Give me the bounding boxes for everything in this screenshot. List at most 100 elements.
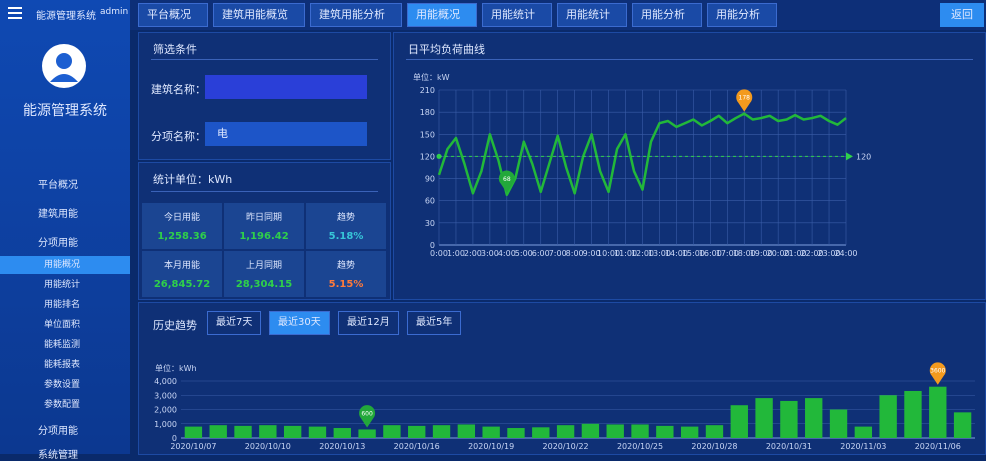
stat-cell: 本月用能 26,845.72	[142, 251, 222, 297]
range-button[interactable]: 最近12月	[338, 311, 399, 335]
bar	[457, 424, 476, 438]
x-tick-label: 2020/10/13	[319, 442, 365, 451]
stat-value: 1,196.42	[239, 231, 289, 242]
submenu-item[interactable]: 能耗报表	[44, 360, 81, 370]
x-tick-label: 6:00	[532, 249, 550, 258]
y-tick-label: 4,000	[154, 377, 177, 386]
range-button[interactable]: 最近5年	[407, 311, 462, 335]
x-tick-label: 1:00	[447, 249, 465, 258]
bar	[705, 425, 724, 438]
bar	[383, 425, 401, 438]
tab[interactable]: 用能统计	[482, 3, 552, 27]
submenu-item[interactable]: 用能统计	[44, 280, 81, 290]
stat-label: 趋势	[336, 213, 355, 223]
stat-value: 5.15%	[328, 279, 364, 290]
stat-label: 上月同期	[245, 261, 282, 271]
submenu-item[interactable]: 参数设置	[44, 380, 81, 390]
x-tick-label: 2020/10/25	[617, 442, 663, 451]
bar	[829, 409, 848, 438]
x-tick-label: 7:00	[549, 249, 567, 258]
y-tick-label: 0	[172, 434, 177, 443]
min-marker	[498, 170, 515, 193]
x-tick-label: 14:00	[665, 249, 688, 258]
bar	[358, 429, 376, 438]
panel-title: 筛选条件	[153, 43, 197, 56]
stat-label: 今日用能	[163, 213, 200, 223]
bar	[333, 428, 351, 438]
range-button[interactable]: 最近7天	[207, 311, 262, 335]
bar	[556, 425, 575, 438]
tab[interactable]: 用能分析	[632, 3, 702, 27]
menu-item[interactable]: 平台概况	[38, 180, 78, 191]
tab[interactable]: 用能概况	[407, 3, 477, 27]
x-tick-label: 2020/10/19	[468, 442, 514, 451]
stat-value: 1,258.36	[157, 231, 207, 242]
tab[interactable]: 用能统计	[557, 3, 627, 27]
min-marker-label: 68	[503, 176, 511, 183]
x-tick-label: 18:00	[733, 249, 756, 258]
stat-value: 28,304.15	[235, 279, 293, 290]
menu-item[interactable]: 分项用能	[38, 426, 78, 437]
x-tick-label: 19:00	[750, 249, 773, 258]
x-tick-label: 20:00	[767, 249, 790, 258]
stat-value: 5.18%	[328, 231, 364, 242]
user[interactable]: admin	[100, 7, 129, 17]
panel-title: 日平均负荷曲线	[408, 43, 485, 56]
x-tick-label: 3:00	[481, 249, 499, 258]
x-tick-label: 13:00	[648, 249, 671, 258]
building-select[interactable]	[205, 75, 367, 99]
submenu-item[interactable]: 能耗监测	[44, 340, 81, 350]
submenu-item[interactable]: 参数配置	[44, 400, 81, 410]
bar-chart: 单位：kWh 0 1,000 2,000 3,000 4,000 2020/10/07 202…	[154, 362, 975, 451]
submenu-item[interactable]: 用能排名	[44, 300, 81, 310]
bar	[879, 395, 897, 438]
hamburger[interactable]	[8, 4, 22, 22]
bar	[507, 428, 525, 438]
return-button[interactable]: 返回	[940, 3, 984, 27]
bar	[854, 426, 873, 438]
unit-label: 单位：kW	[413, 72, 450, 82]
x-tick-label: 10:00	[597, 249, 620, 258]
y-tick-label: 120	[420, 152, 435, 161]
submenu-item[interactable]: 单位面积	[44, 320, 81, 330]
bar	[953, 412, 972, 438]
x-tick-label: 17:00	[716, 249, 739, 258]
stat-label: 趋势	[336, 261, 355, 271]
bar	[482, 426, 500, 438]
filter-panel: 筛选条件 建筑名称： 分项名称： 电	[138, 32, 391, 160]
bar	[656, 425, 674, 438]
x-tick-label: 4:00	[498, 249, 516, 258]
stat-label: 本月用能	[163, 261, 200, 271]
range-button[interactable]: 最近30天	[269, 311, 330, 335]
bar	[234, 425, 252, 438]
x-tick-label: 23:00	[818, 249, 841, 258]
load-line	[437, 112, 847, 197]
bar	[606, 424, 624, 438]
label: 建筑名称：	[151, 83, 206, 96]
y-tick-label: 1,000	[154, 420, 177, 429]
stat-cell: 趋势 5.18%	[306, 203, 386, 249]
bar	[680, 426, 699, 438]
system-title: 能源管理系统	[23, 103, 107, 119]
avatar	[42, 44, 86, 88]
submenu-item[interactable]: 用能概况	[0, 256, 130, 274]
tab[interactable]: 用能分析	[707, 3, 777, 27]
min-marker	[359, 405, 376, 428]
x-tick-label: 2020/10/28	[691, 442, 737, 451]
stat-cell: 上月同期 28,304.15	[224, 251, 304, 297]
menu-item[interactable]: 分项用能	[38, 238, 78, 249]
item-select[interactable]: 电	[205, 122, 367, 146]
tab[interactable]: 建筑用能概览	[213, 3, 305, 27]
x-tick-label: 2020/10/31	[766, 442, 812, 451]
sidebar: 能源管理系统 平台概况 建筑用能 分项用能 用能概况 用能统计 用能排名 单位面积 能耗监测能…	[0, 0, 130, 461]
bar	[259, 425, 277, 438]
tab[interactable]: 建筑用能分析	[310, 3, 402, 27]
x-tick-label: 2020/11/03	[840, 442, 886, 451]
bar	[631, 424, 649, 438]
tab[interactable]: 平台概况	[138, 3, 208, 27]
bar	[755, 398, 773, 438]
stat-cell: 趋势 5.15%	[306, 251, 386, 297]
x-tick-label: 9:00	[583, 249, 601, 258]
menu-item[interactable]: 建筑用能	[38, 209, 78, 220]
